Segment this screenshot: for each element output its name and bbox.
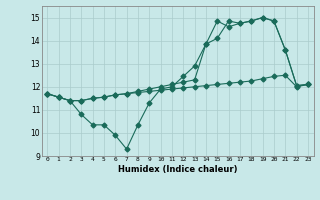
X-axis label: Humidex (Indice chaleur): Humidex (Indice chaleur) — [118, 165, 237, 174]
